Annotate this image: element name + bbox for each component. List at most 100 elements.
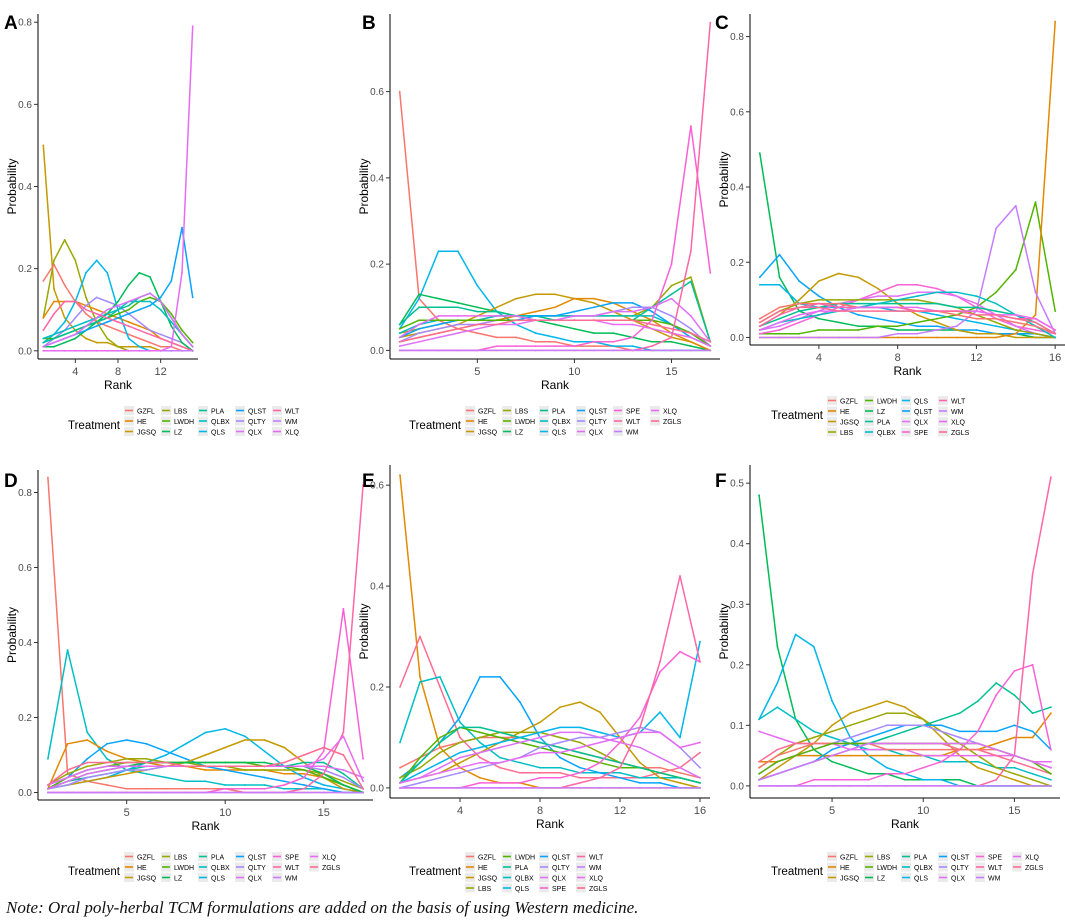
legend-item-zgls: ZGLS bbox=[576, 883, 608, 893]
legend-item-qlty: QLTY bbox=[235, 862, 266, 872]
y-axis-label: Probability bbox=[5, 158, 19, 214]
data-point bbox=[106, 312, 109, 315]
data-point bbox=[896, 306, 899, 309]
data-point bbox=[534, 310, 537, 313]
x-tick-label: 5 bbox=[829, 805, 835, 817]
data-point bbox=[812, 760, 815, 763]
y-tick-label: 0.2 bbox=[730, 660, 744, 671]
data-point bbox=[794, 748, 797, 751]
data-point bbox=[849, 754, 852, 757]
data-point bbox=[995, 682, 998, 684]
data-point bbox=[66, 649, 69, 651]
y-tick-label: 0.8 bbox=[18, 18, 32, 29]
data-point bbox=[995, 766, 998, 769]
data-point bbox=[1014, 321, 1017, 324]
data-point bbox=[476, 323, 479, 326]
legend-item-lz: LZ bbox=[161, 427, 183, 437]
data-point bbox=[398, 323, 401, 326]
data-point bbox=[476, 310, 479, 313]
data-point bbox=[975, 295, 978, 297]
panel-letter: A bbox=[4, 13, 18, 34]
series-line bbox=[759, 306, 1056, 331]
legend-item-qlty: QLTY bbox=[576, 416, 607, 426]
data-point bbox=[1013, 754, 1016, 757]
data-point bbox=[495, 345, 498, 347]
data-point bbox=[138, 321, 141, 323]
data-point bbox=[53, 341, 55, 344]
series-qlx bbox=[42, 292, 194, 348]
data-point bbox=[244, 761, 246, 764]
data-point bbox=[479, 776, 481, 779]
data-point bbox=[812, 748, 815, 751]
data-point bbox=[479, 746, 481, 749]
data-point bbox=[165, 765, 168, 768]
legend-item-lz: LZ bbox=[864, 406, 886, 416]
data-point bbox=[342, 731, 345, 734]
legend-item-qls: QLS bbox=[901, 873, 928, 883]
data-point bbox=[181, 226, 183, 229]
legend: Treatment GZFL HE JGSQ LBS LWDH LZ PLA QLBX QLS QL… bbox=[771, 852, 1044, 883]
data-point bbox=[117, 329, 119, 332]
data-point bbox=[519, 701, 521, 703]
data-point bbox=[499, 787, 501, 789]
series-line bbox=[399, 475, 700, 789]
data-point bbox=[495, 319, 498, 322]
data-point bbox=[599, 736, 601, 739]
data-point bbox=[149, 341, 151, 344]
data-point bbox=[651, 315, 653, 317]
data-point bbox=[831, 736, 833, 739]
data-point bbox=[659, 660, 661, 663]
data-point bbox=[659, 756, 661, 759]
data-point bbox=[95, 259, 98, 262]
data-point bbox=[283, 772, 286, 775]
data-point bbox=[499, 736, 501, 739]
legend-label: LBS bbox=[515, 409, 529, 416]
data-point bbox=[794, 754, 797, 757]
data-point bbox=[758, 760, 760, 763]
data-point bbox=[362, 780, 364, 783]
data-point bbox=[818, 329, 820, 331]
data-point bbox=[86, 769, 89, 771]
y-tick-label: 0.4 bbox=[730, 183, 744, 194]
legend-title: Treatment bbox=[409, 420, 462, 432]
data-point bbox=[1034, 201, 1037, 204]
data-point bbox=[283, 746, 286, 749]
data-point bbox=[459, 766, 461, 769]
data-point bbox=[399, 766, 401, 769]
data-point bbox=[459, 787, 461, 789]
x-axis-label: Rank bbox=[536, 817, 565, 831]
data-point bbox=[127, 333, 130, 336]
data-point bbox=[224, 791, 227, 794]
data-point bbox=[849, 766, 852, 769]
y-tick-label: 0.0 bbox=[370, 783, 384, 794]
data-point bbox=[1014, 325, 1017, 328]
data-point bbox=[495, 336, 498, 339]
x-tick-label: 12 bbox=[970, 352, 982, 364]
data-point bbox=[42, 337, 45, 340]
legend-title: Treatment bbox=[771, 866, 824, 878]
data-point bbox=[1054, 310, 1057, 312]
x-tick-label: 12 bbox=[155, 366, 167, 378]
legend-item-xlq: XLQ bbox=[938, 417, 966, 427]
data-point bbox=[95, 308, 98, 311]
x-tick-label: 15 bbox=[318, 807, 330, 819]
data-point bbox=[138, 337, 141, 340]
legend-label: ZGLS bbox=[951, 430, 970, 437]
data-point bbox=[690, 345, 692, 347]
data-point bbox=[419, 787, 421, 789]
legend-label: XLQ bbox=[663, 409, 678, 416]
data-point bbox=[776, 736, 779, 739]
legend-item-gzfl: GZFL bbox=[124, 406, 155, 416]
data-point bbox=[106, 757, 108, 760]
x-tick-label: 8 bbox=[115, 366, 121, 378]
series-he bbox=[399, 474, 701, 789]
legend-item-lwdh: LWDH bbox=[161, 416, 194, 426]
data-point bbox=[398, 332, 401, 334]
data-point bbox=[573, 345, 576, 347]
series-line bbox=[399, 676, 700, 789]
series-wm bbox=[47, 791, 364, 794]
data-point bbox=[85, 304, 87, 307]
data-point bbox=[106, 337, 109, 340]
data-point bbox=[204, 791, 207, 794]
data-point bbox=[362, 776, 364, 779]
